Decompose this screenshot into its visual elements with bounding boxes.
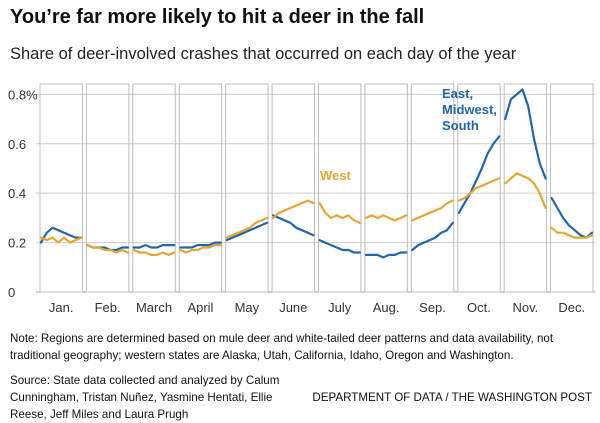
month-panel xyxy=(457,83,501,293)
x-tick-label: Aug. xyxy=(373,300,400,315)
west-series-line xyxy=(179,244,222,254)
west-series-line xyxy=(86,244,129,254)
west-series-line xyxy=(457,177,501,202)
x-tick-label: Jan. xyxy=(49,300,74,315)
month-panel xyxy=(178,83,223,293)
y-tick-label: 0.2 xyxy=(8,236,26,251)
month-panel xyxy=(271,83,316,293)
x-tick-label: March xyxy=(136,300,172,315)
west-series-line xyxy=(39,236,83,244)
y-tick-label: 0 xyxy=(8,285,15,300)
x-axis: Jan. Feb. March April May June July Aug. Sep. Oct… xyxy=(49,300,585,315)
west-series-line xyxy=(318,201,361,224)
month-panel xyxy=(39,83,83,293)
month-panel xyxy=(225,83,269,293)
month-panel xyxy=(318,83,362,293)
x-tick-label: Dec. xyxy=(558,300,585,315)
east-series-line xyxy=(179,241,222,249)
east-series-line xyxy=(132,244,176,249)
east-series-line xyxy=(272,214,315,237)
x-tick-label: Sep. xyxy=(419,300,446,315)
series-labels: East, Midwest, South West xyxy=(320,86,497,183)
month-panels xyxy=(39,83,594,293)
y-tick-label: 0.8% xyxy=(8,87,38,102)
west-series-line xyxy=(411,199,454,222)
chart-area: 0 0.2 0.4 0.6 0.8% Jan. Feb. March April May June… xyxy=(8,83,595,315)
east-series-line xyxy=(225,221,269,242)
east-series-line xyxy=(504,88,547,180)
chart-title: You’re far more likely to hit a deer in … xyxy=(10,6,425,28)
west-series-line xyxy=(364,214,408,222)
x-tick-label: July xyxy=(328,300,352,315)
month-panel xyxy=(132,83,176,293)
east-series-label: East, Midwest, South xyxy=(442,86,497,133)
x-tick-label: Feb. xyxy=(95,300,121,315)
west-series-line xyxy=(550,226,594,239)
chart-source: Source: State data collected and analyze… xyxy=(10,374,280,421)
chart-note: Note: Regions are determined based on mu… xyxy=(10,332,554,362)
x-tick-label: April xyxy=(187,300,213,315)
x-tick-label: May xyxy=(235,300,260,315)
east-series-line xyxy=(318,239,361,254)
east-series-line xyxy=(39,226,83,244)
east-series-line xyxy=(364,251,408,259)
chart-credit: DEPARTMENT OF DATA / THE WASHINGTON POST xyxy=(312,391,592,404)
west-series-line xyxy=(132,248,176,256)
west-series-line xyxy=(504,172,547,210)
month-panel xyxy=(85,83,130,293)
west-series-line xyxy=(225,216,269,239)
series-layer xyxy=(39,88,594,259)
y-tick-label: 0.6 xyxy=(8,137,26,152)
chart-subtitle: Share of deer-involved crashes that occu… xyxy=(10,45,517,63)
x-tick-label: Oct. xyxy=(467,300,491,315)
y-axis: 0 0.2 0.4 0.6 0.8% xyxy=(8,87,38,300)
month-panel xyxy=(550,83,594,293)
x-tick-label: Nov. xyxy=(512,300,538,315)
x-tick-label: June xyxy=(279,300,307,315)
east-series-line xyxy=(411,221,454,252)
gridlines xyxy=(36,93,595,293)
west-series-label: West xyxy=(320,168,351,183)
month-panel xyxy=(503,83,548,293)
west-series-line xyxy=(272,199,315,219)
east-series-line xyxy=(457,135,501,214)
y-tick-label: 0.4 xyxy=(8,186,26,201)
month-panel xyxy=(410,83,455,293)
month-panel xyxy=(364,83,408,293)
